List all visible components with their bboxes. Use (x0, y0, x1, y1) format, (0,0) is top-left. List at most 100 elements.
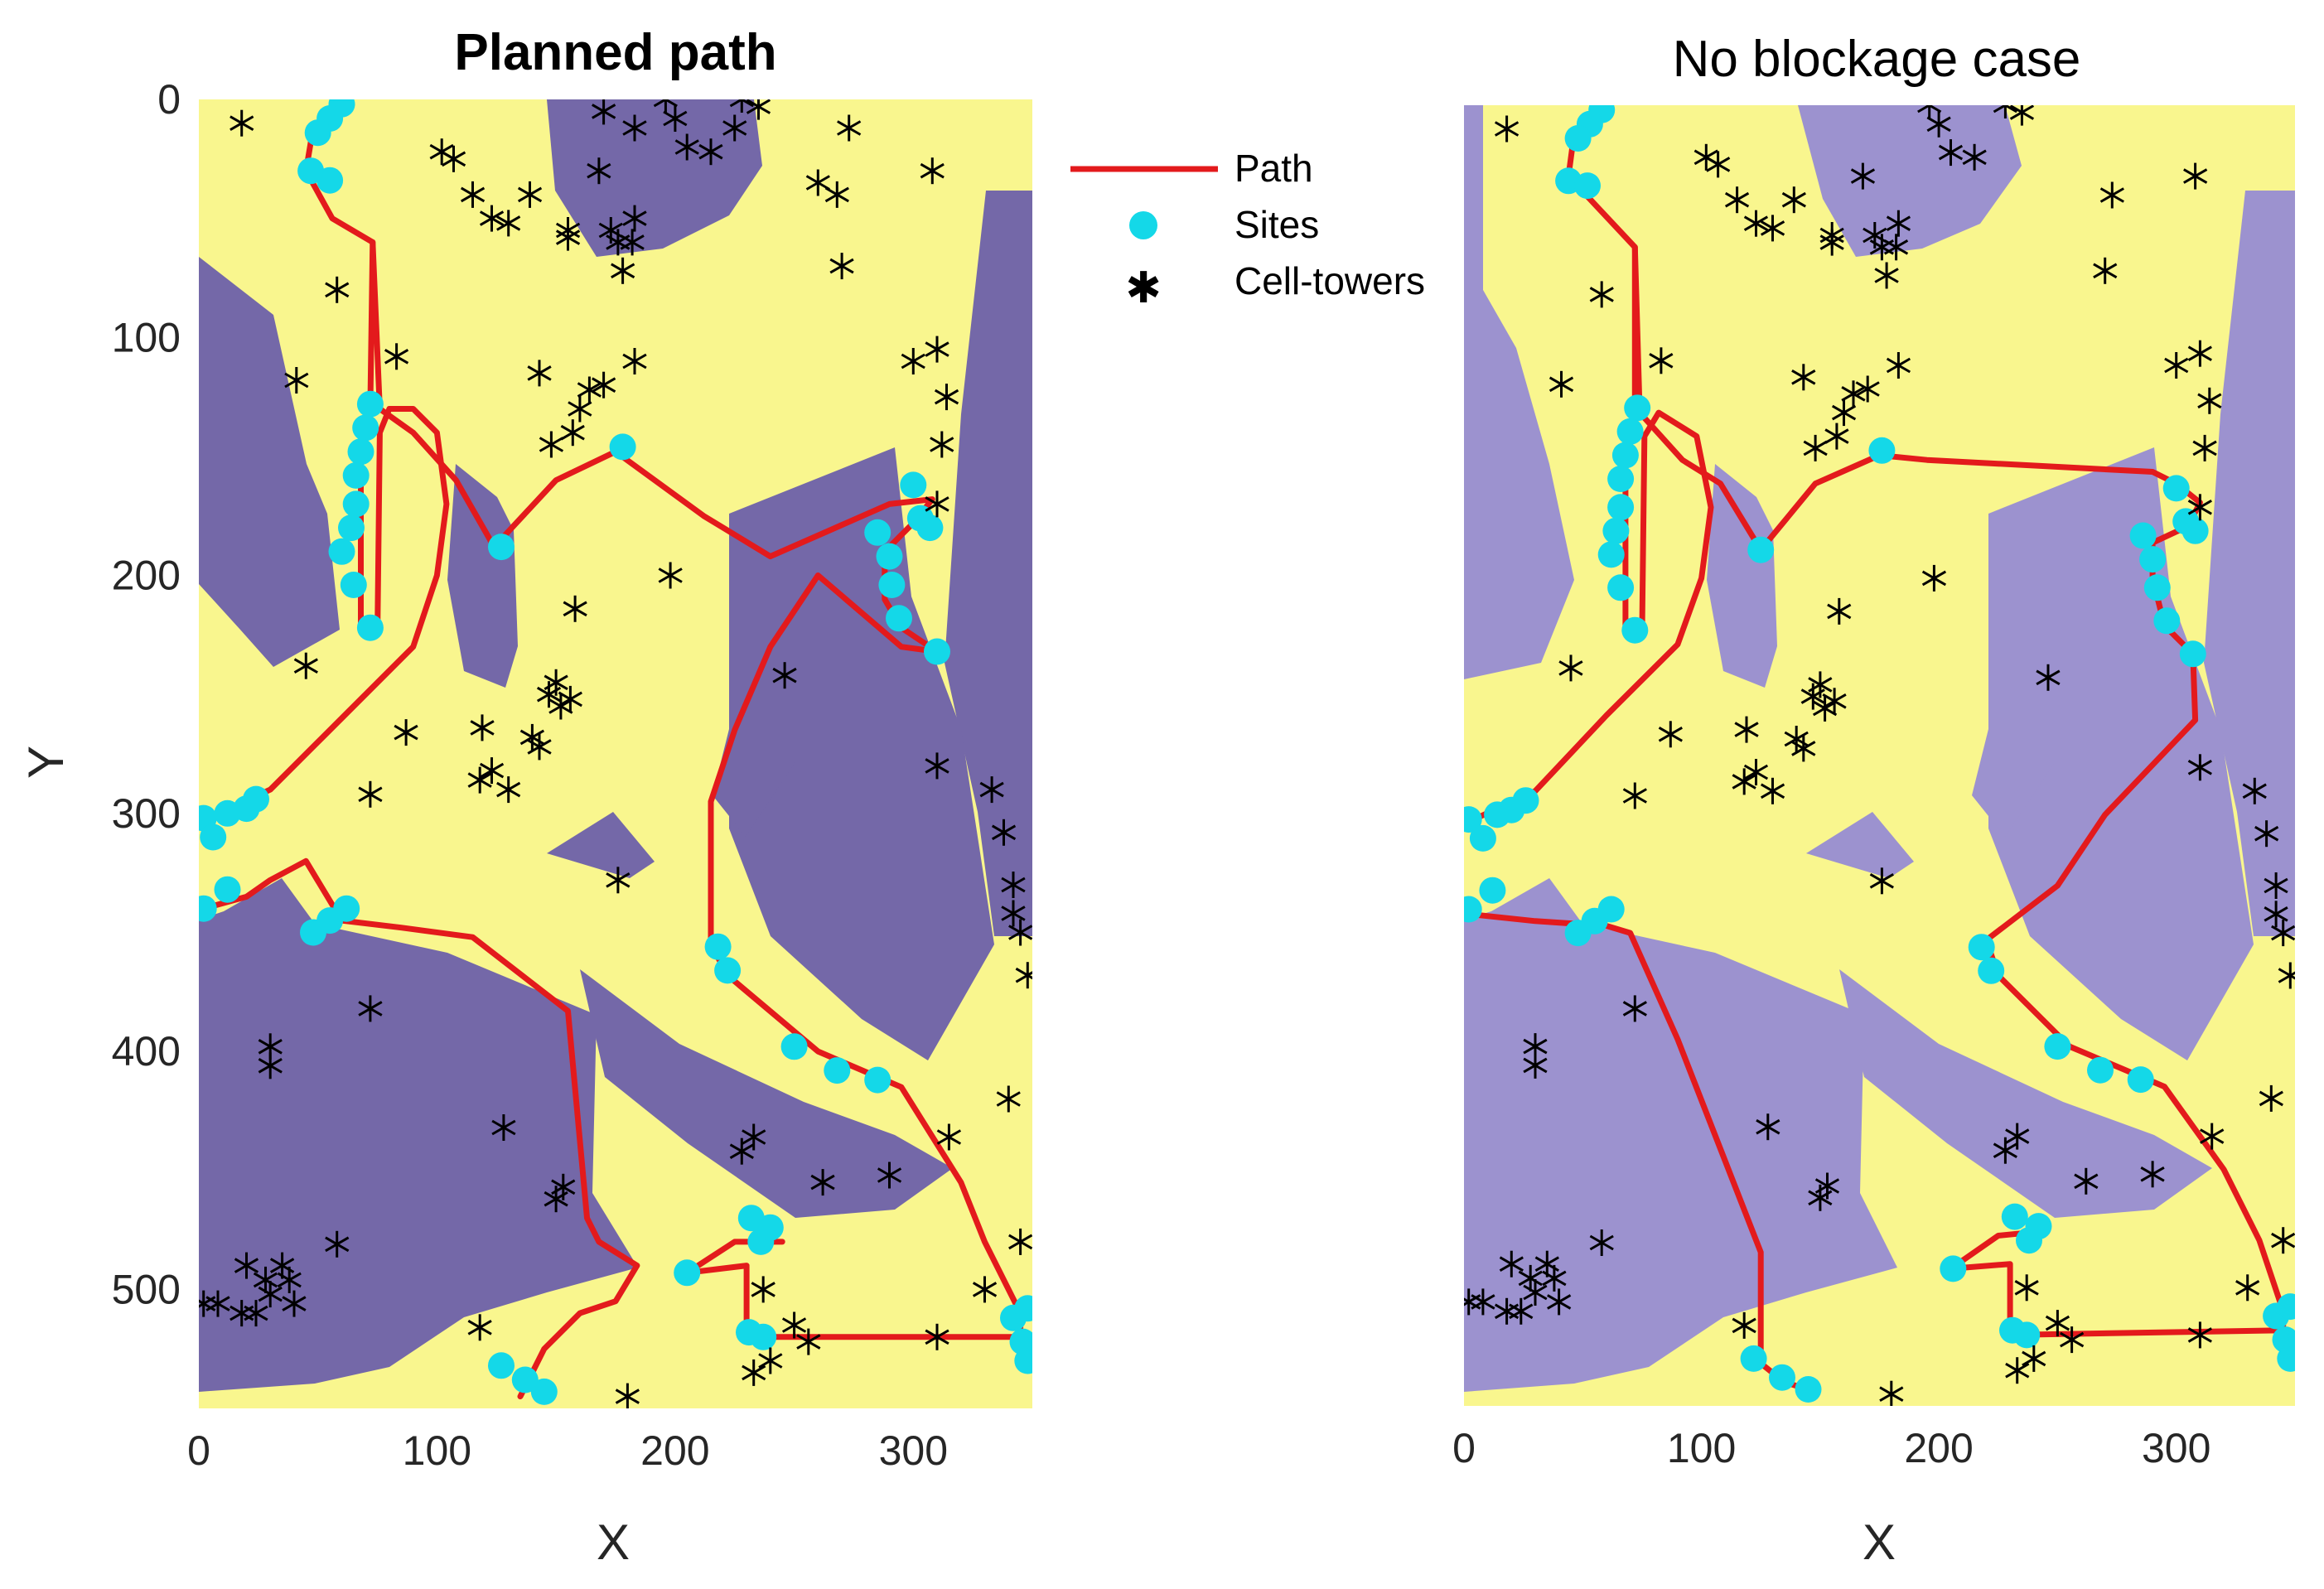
site-marker (1607, 494, 1635, 521)
cell-tower-marker (2278, 962, 2295, 989)
cell-tower-marker (2036, 664, 2061, 691)
site-marker (674, 1259, 701, 1287)
cell-tower-marker (1734, 716, 1759, 743)
site-markers (1464, 105, 2295, 1403)
site-marker (1607, 574, 1635, 601)
blocked-region (447, 464, 518, 688)
panel-no-blockage: 0 100 200 300 No blockage case X (1452, 31, 2295, 1570)
blocked-region (199, 878, 638, 1392)
blocked-region (2204, 191, 2295, 936)
cell-tower-marker (824, 181, 849, 208)
cell-tower-marker (729, 1137, 754, 1165)
cell-tower-marker (877, 1162, 902, 1189)
y-tick-label: 200 (112, 553, 181, 599)
site-marker (333, 895, 360, 922)
cell-tower-marker (517, 181, 543, 208)
cell-tower-marker (325, 276, 350, 303)
site-marker (488, 534, 515, 561)
cell-tower-marker (805, 169, 830, 196)
y-tick-label: 400 (112, 1028, 181, 1075)
y-tick-label: 100 (112, 314, 181, 360)
site-marker (1014, 1347, 1032, 1374)
cell-tower-marker (936, 1123, 962, 1151)
chart-title: No blockage case (1673, 31, 2081, 88)
cell-tower-marker (2187, 494, 2212, 521)
cell-tower-marker (991, 819, 1017, 846)
cell-tower-marker (2045, 1310, 2070, 1337)
cell-tower-marker (925, 1323, 949, 1350)
site-marker (304, 119, 331, 147)
cell-tower-marker (1518, 1264, 1543, 1292)
cell-tower-marker (544, 1186, 568, 1213)
path-line (201, 857, 640, 1400)
site-marker (1512, 787, 1539, 814)
blocked-region (1839, 969, 2212, 1218)
x-tick-label: 0 (187, 1427, 210, 1474)
blocked-region (1972, 729, 2055, 837)
site-marker (2025, 1213, 2052, 1240)
cell-tower-marker (1756, 1113, 1780, 1141)
blocked-region (1464, 878, 1897, 1392)
site-marker (2277, 1293, 2295, 1321)
site-marker (1616, 418, 1644, 445)
cell-tower-marker (2140, 1161, 2165, 1188)
site-marker (1464, 896, 1482, 923)
cell-tower-marker (555, 224, 581, 251)
cell-tower-marker (1803, 434, 1828, 461)
site-marker (1769, 1364, 1795, 1391)
cell-tower-marker (622, 205, 647, 232)
cell-tower-marker (2235, 1274, 2260, 1302)
x-axis-label: X (597, 1514, 630, 1570)
cell-tower-marker (325, 1230, 350, 1258)
cell-tower-marker (358, 995, 383, 1022)
cell-tower-marker (253, 1266, 278, 1293)
cell-tower-marker (1589, 1229, 1614, 1256)
site-marker (2181, 517, 2209, 544)
legend-path-label: Path (1234, 147, 1313, 190)
cell-tower-marker (1822, 688, 1847, 715)
cell-tower-marker (2264, 872, 2288, 899)
cell-tower-marker (1869, 867, 1894, 895)
blocked-regions (199, 99, 1032, 1392)
x-tick-label: 100 (1667, 1425, 1736, 1471)
legend-sites-label: Sites (1234, 203, 1319, 246)
site-marker (1479, 877, 1506, 904)
site-marker (2001, 1203, 2028, 1230)
cell-tower-marker (1743, 759, 1769, 785)
cell-tower-marker (1819, 229, 1844, 256)
legend-sites-swatch (1129, 211, 1157, 239)
cell-tower-marker (1962, 143, 1987, 171)
site-marker (714, 957, 742, 984)
blocked-region (199, 257, 340, 667)
cell-tower-marker (658, 562, 683, 589)
cell-tower-marker (751, 1276, 775, 1303)
cell-tower-marker (920, 157, 945, 185)
site-marker (511, 1366, 539, 1393)
site-marker (750, 1323, 777, 1350)
cell-tower-marker (587, 157, 611, 185)
cell-tower-marker (742, 1123, 766, 1151)
y-tick-label: 300 (112, 790, 181, 837)
site-marker (356, 614, 384, 641)
blocked-region (1707, 464, 1777, 688)
x-tick-label: 100 (403, 1427, 471, 1474)
site-marker (1868, 437, 1896, 464)
site-marker (2139, 546, 2167, 573)
site-marker (1014, 1295, 1032, 1322)
cell-tower-marker (2192, 434, 2217, 461)
site-marker (347, 438, 374, 466)
site-marker (2129, 522, 2157, 549)
site-marker (488, 1352, 515, 1379)
cell-tower-marker (563, 595, 587, 622)
cell-tower-marker (772, 662, 797, 689)
site-marker (1621, 616, 1649, 644)
cell-tower-marker (606, 867, 631, 894)
cell-tower-marker (2005, 1123, 2030, 1150)
site-marker (900, 471, 927, 499)
cell-tower-marker (1547, 1288, 1572, 1316)
cell-tower-marker (277, 1266, 302, 1293)
site-marker (2153, 607, 2181, 635)
cell-tower-marker (996, 1085, 1021, 1113)
cell-tower-marker (1874, 262, 1899, 289)
